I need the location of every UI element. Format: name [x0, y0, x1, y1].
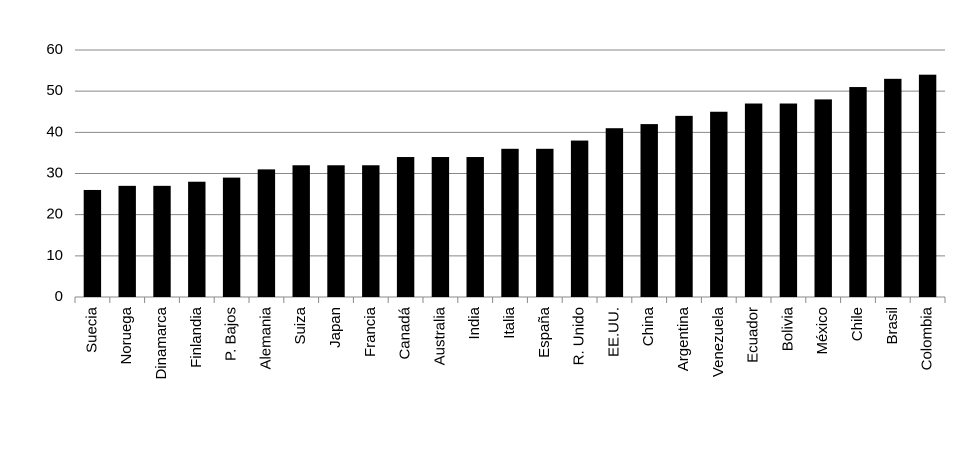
bar: [222, 177, 241, 297]
x-tick-label: Noruega: [118, 306, 135, 364]
x-tick-label: China: [640, 306, 657, 346]
bar: [466, 157, 484, 297]
y-tick-label: 20: [46, 206, 63, 223]
x-tick-label: Brasil: [884, 307, 901, 345]
x-tick-label: Japan: [327, 307, 344, 348]
bar: [118, 185, 136, 297]
x-tick-label: Dinamarca: [153, 306, 170, 379]
bar: [744, 103, 763, 298]
bar: [884, 78, 902, 297]
bar: [814, 99, 832, 298]
x-tick-label: México: [814, 307, 831, 355]
x-tick-label: Argentina: [675, 306, 692, 371]
bar: [849, 87, 867, 297]
x-tick-label: Finlandia: [188, 306, 205, 368]
x-tick-label: India: [466, 306, 483, 339]
x-tick-label: Suiza: [292, 306, 309, 344]
bar: [605, 128, 624, 297]
x-tick-label: Venezuela: [710, 306, 727, 377]
bar: [327, 165, 345, 297]
bar: [675, 115, 693, 297]
x-tick-label: España: [536, 306, 553, 358]
x-tick-label: Suecia: [83, 306, 100, 353]
bar: [188, 181, 206, 297]
bar: [396, 157, 415, 297]
x-tick-label: Australia: [431, 306, 448, 365]
x-tick-label: Francia: [362, 306, 379, 357]
x-tick-label: Bolivia: [779, 306, 796, 351]
x-tick-label: Canadá: [397, 306, 414, 359]
x-tick-label: R. Unido: [571, 307, 588, 365]
x-tick-label: Alemania: [257, 306, 274, 369]
y-tick-label: 0: [55, 288, 63, 305]
y-tick-label: 40: [46, 123, 63, 140]
bar: [83, 189, 102, 297]
y-tick-label: 60: [46, 41, 63, 58]
bar: [501, 148, 519, 297]
x-tick-label: EE.UU.: [605, 307, 622, 357]
x-tick-label: Italia: [501, 306, 518, 338]
y-tick-label: 50: [46, 82, 63, 99]
bar: [570, 140, 589, 297]
y-tick-label: 10: [46, 247, 63, 264]
bar: [710, 111, 728, 297]
bar: [362, 165, 380, 297]
bar: [292, 165, 310, 297]
x-tick-label: Ecuador: [745, 307, 762, 363]
x-tick-label: Chile: [849, 307, 866, 341]
bar: [153, 185, 171, 297]
x-tick-label: P. Bajos: [223, 307, 240, 361]
bar: [918, 74, 937, 297]
x-tick-label: Colombia: [919, 306, 936, 370]
bar: [257, 169, 276, 297]
bar: [536, 148, 554, 297]
y-tick-label: 30: [46, 164, 63, 181]
bar: [640, 124, 658, 297]
bar: [779, 103, 798, 298]
bar: [431, 157, 450, 297]
